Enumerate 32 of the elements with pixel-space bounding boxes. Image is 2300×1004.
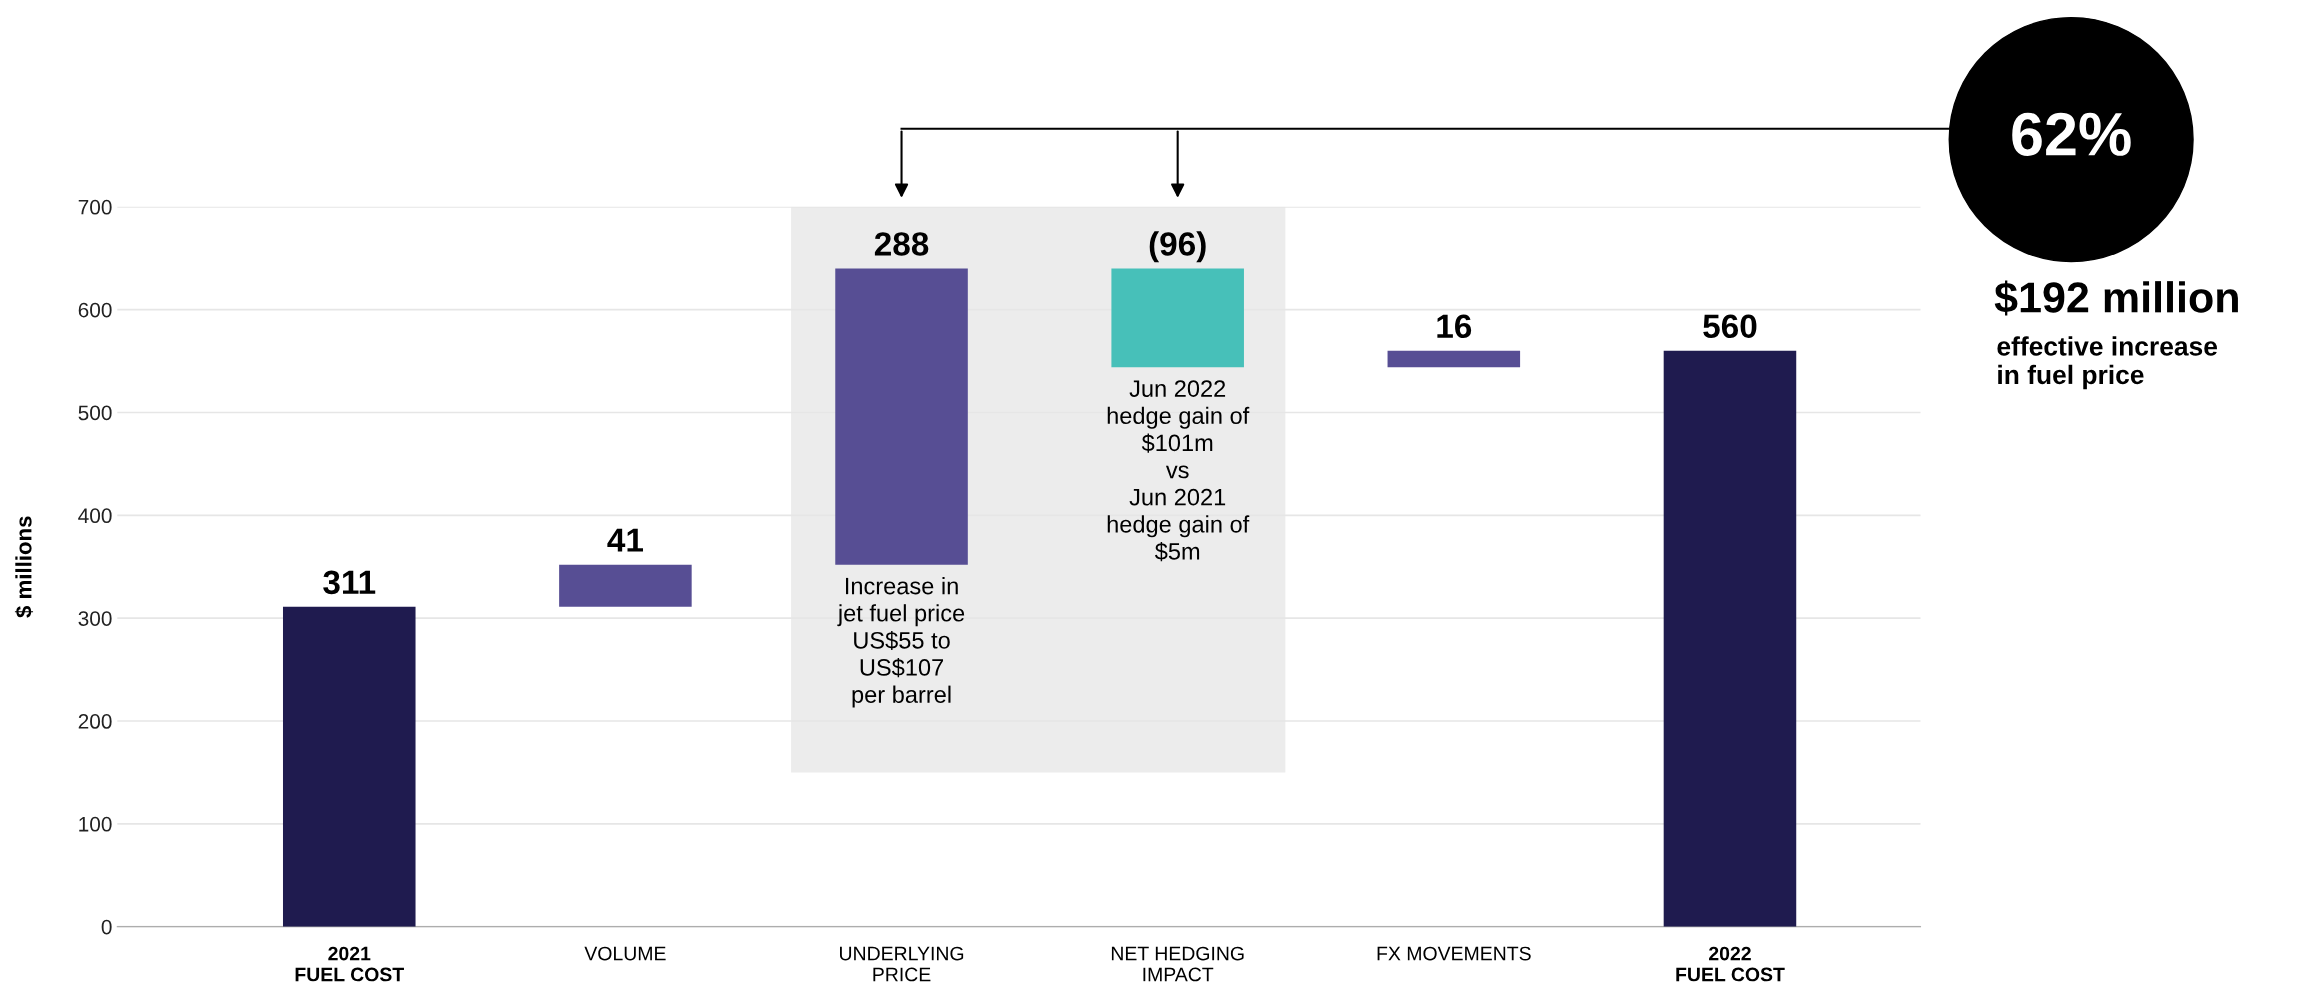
bar — [1111, 268, 1244, 368]
y-tick-label: 100 — [79, 816, 112, 832]
data-label: 288 — [874, 232, 929, 256]
y-tick-label: 600 — [78, 302, 112, 318]
x-tick-label: NET HEDGING IMPACT — [1111, 946, 1244, 982]
text: effective increase in fuel price — [1997, 336, 2218, 390]
x-tick-label: VOLUME — [584, 946, 666, 961]
y-tick-label: 700 — [78, 199, 112, 215]
bar — [1387, 350, 1521, 368]
annotation: Increase in jet fuel price US$55 to US$107 per barrel — [837, 577, 965, 708]
y-tick-label: 500 — [78, 405, 112, 421]
x-tick-label: 2021 FUEL COST — [295, 946, 404, 982]
annotation: Jun 2022 hedge gain of $101m vs Jun 2021 hedge gain of $5m — [1107, 380, 1250, 562]
data-label: 560 — [1703, 314, 1757, 339]
y-tick-label: 200 — [78, 714, 112, 729]
bar — [1663, 350, 1797, 927]
x-tick-label: FX MOVEMENTS — [1377, 946, 1531, 961]
data-label: 311 — [323, 570, 376, 595]
data-label: 41 — [607, 528, 644, 552]
bar — [559, 564, 692, 607]
y-tick-label: 0 — [101, 919, 112, 935]
data-label: (96) — [1149, 231, 1206, 263]
x-tick-label: 2022 FUEL COST — [1676, 946, 1785, 982]
y-tick-label: 400 — [78, 508, 112, 524]
text: $192 million — [1994, 280, 2238, 316]
bar — [282, 606, 416, 927]
text: 62% — [2012, 112, 2131, 156]
y-tick-label: 300 — [78, 611, 112, 626]
bar — [835, 268, 968, 565]
y-axis-title: $ millions — [14, 516, 34, 618]
x-tick-label: UNDERLYING PRICE — [840, 946, 964, 982]
data-label: 16 — [1437, 314, 1472, 339]
